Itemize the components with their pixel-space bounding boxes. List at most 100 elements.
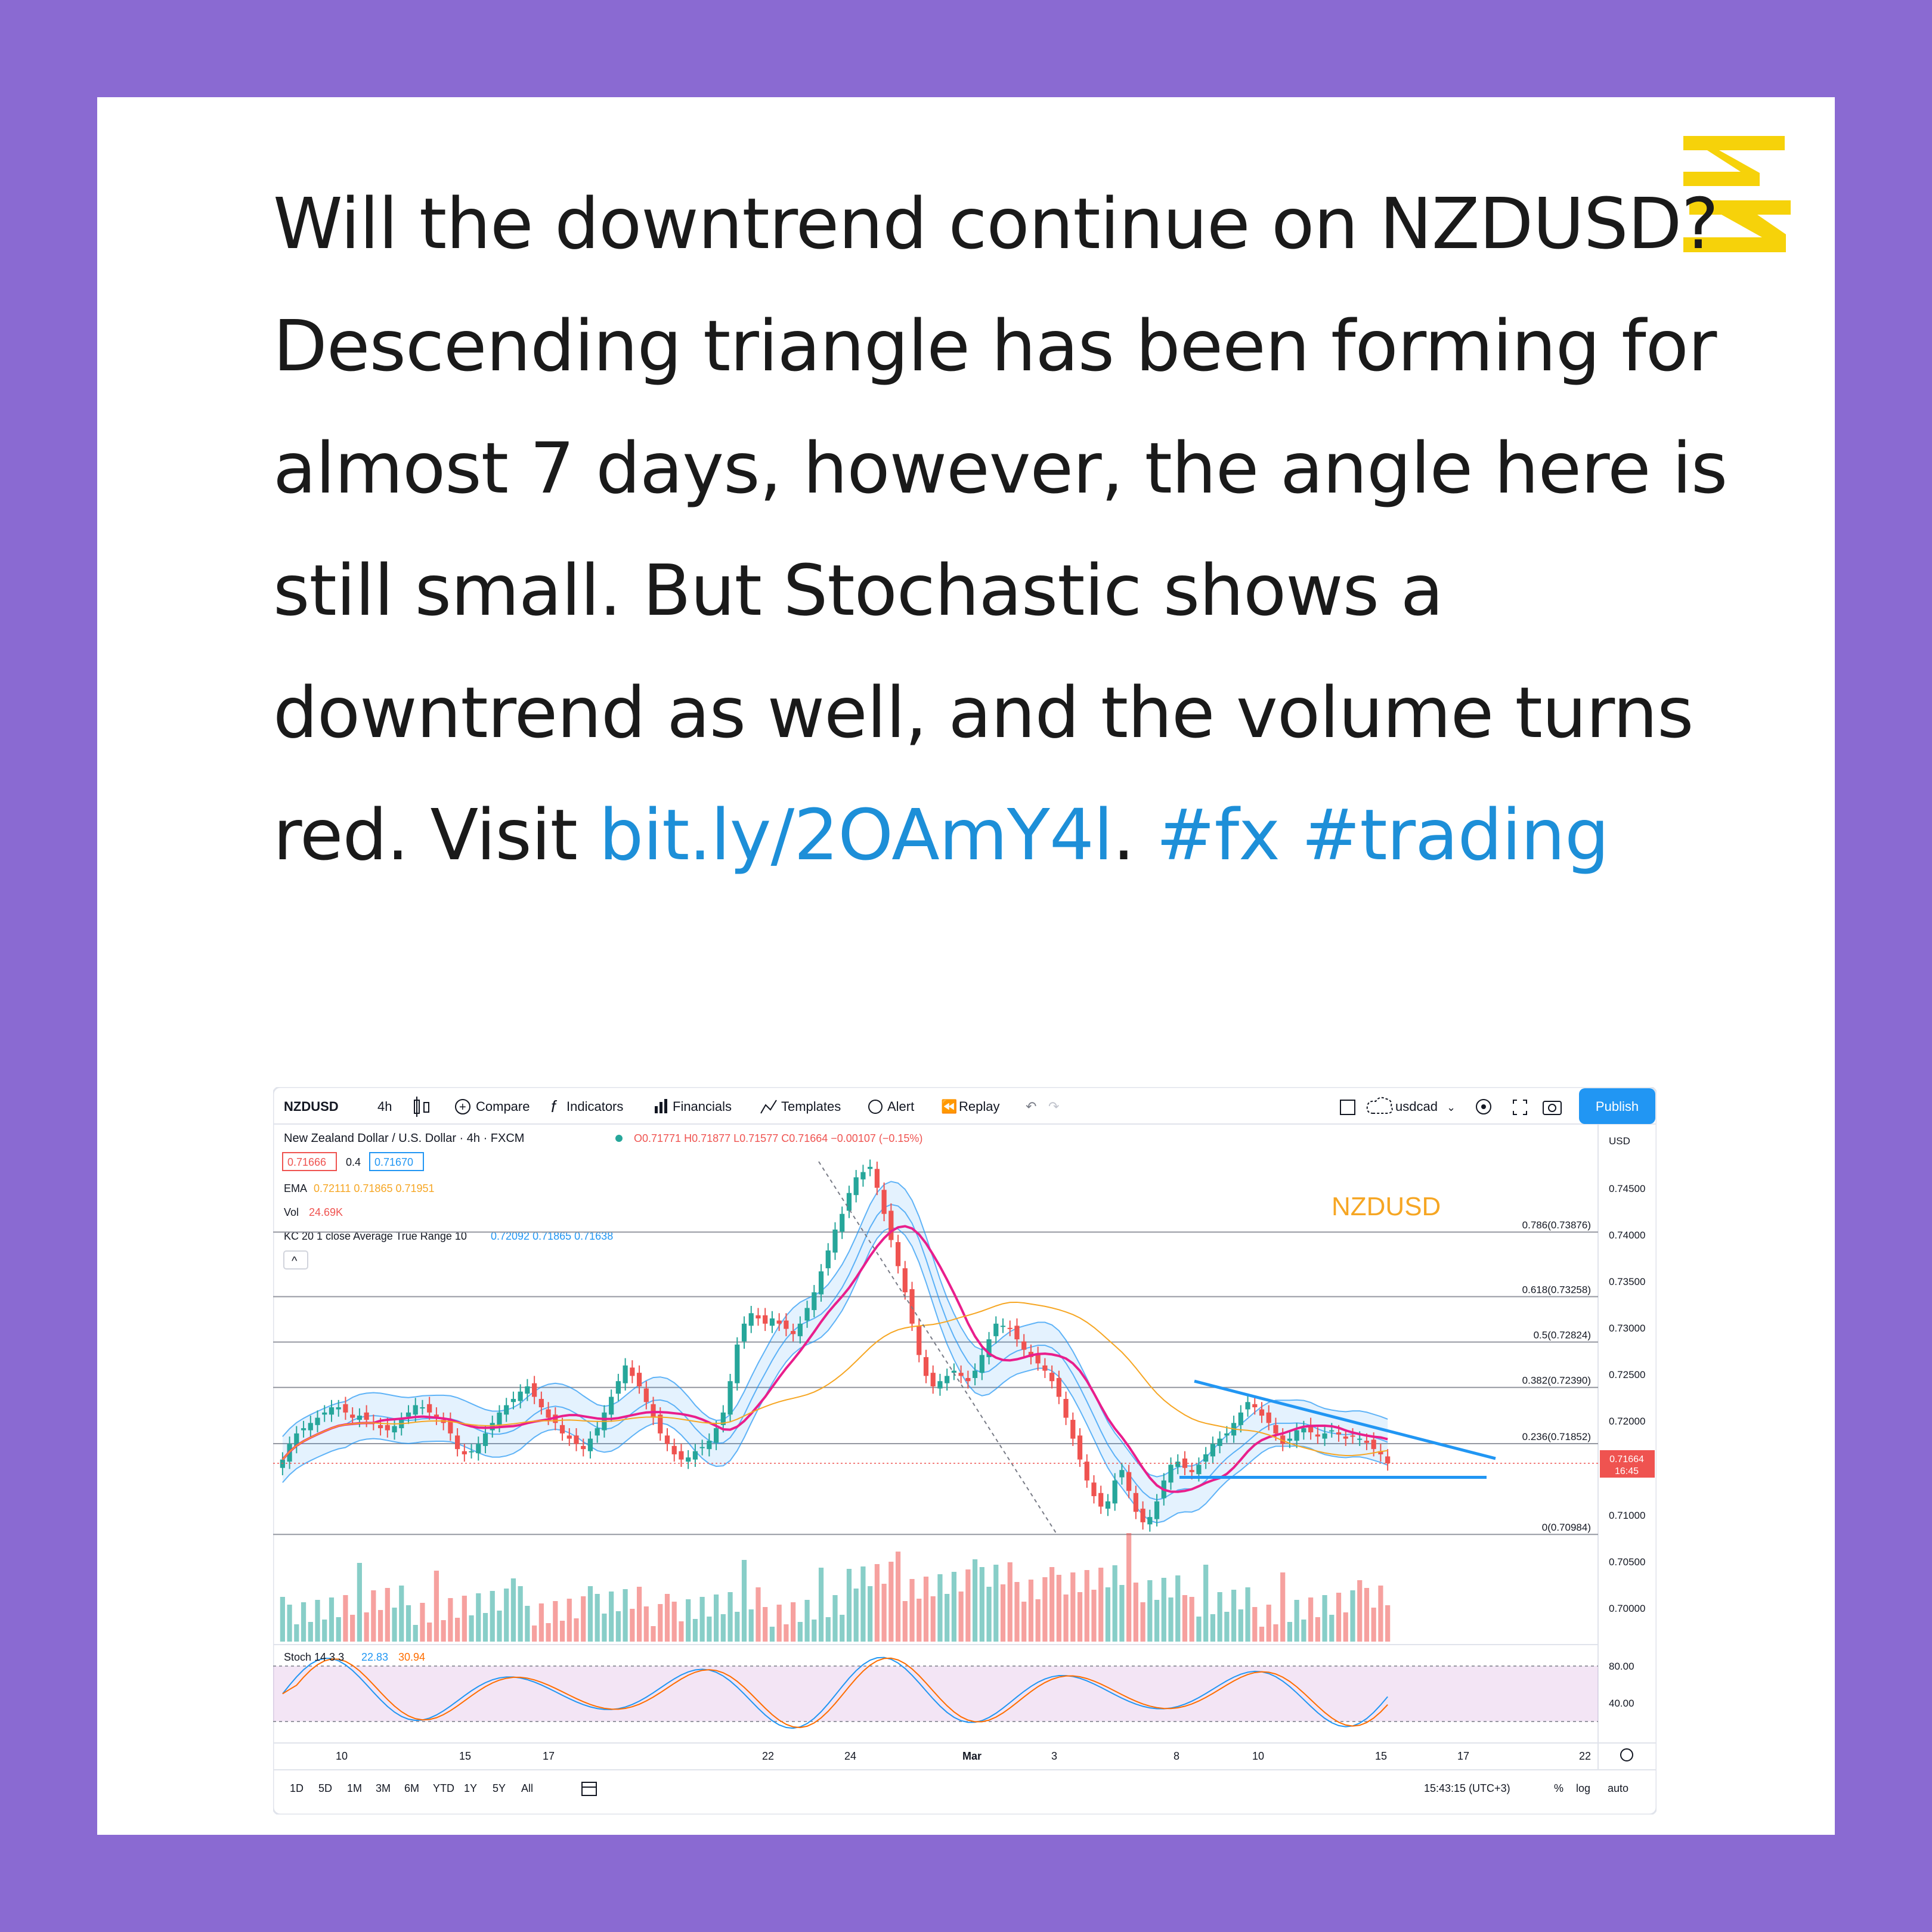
- range-button[interactable]: 1D: [290, 1782, 304, 1794]
- chevron-up-icon[interactable]: ^: [292, 1255, 298, 1268]
- range-button[interactable]: 5D: [318, 1782, 332, 1794]
- volume-bar: [482, 1613, 488, 1642]
- candle: [1147, 1517, 1153, 1525]
- templates-icon: [760, 1100, 777, 1114]
- financials-button[interactable]: Financials: [673, 1099, 732, 1114]
- range-button[interactable]: 1Y: [464, 1782, 477, 1794]
- range-button[interactable]: All: [521, 1782, 533, 1794]
- volume-bars: [280, 1533, 1391, 1642]
- volume-bar: [699, 1597, 705, 1642]
- volume-bar: [923, 1577, 929, 1642]
- vol-label: Vol: [284, 1206, 299, 1218]
- publish-button[interactable]: Publish: [1596, 1099, 1639, 1114]
- indicators-button[interactable]: Indicators: [566, 1099, 623, 1114]
- gear-icon[interactable]: [1476, 1099, 1491, 1114]
- range-button[interactable]: 6M: [404, 1782, 419, 1794]
- candle: [357, 1416, 362, 1420]
- range-button[interactable]: 1M: [347, 1782, 362, 1794]
- indicators-icon: f: [551, 1097, 558, 1116]
- volume-bar: [1063, 1594, 1069, 1642]
- candle: [986, 1339, 992, 1357]
- volume-bar: [1266, 1605, 1271, 1642]
- candle: [566, 1435, 572, 1439]
- camera-icon[interactable]: [1543, 1101, 1562, 1115]
- bid-price[interactable]: 0.71666: [287, 1156, 326, 1168]
- candle: [1266, 1412, 1271, 1423]
- undo-icon[interactable]: ↶: [1026, 1099, 1036, 1114]
- hashtag-fx[interactable]: #fx: [1156, 794, 1280, 876]
- candle: [756, 1315, 761, 1319]
- volume-bar: [902, 1601, 908, 1642]
- goto-date-icon[interactable]: [581, 1782, 597, 1796]
- interval-button[interactable]: 4h: [377, 1099, 392, 1114]
- candle: [888, 1210, 894, 1240]
- candle: [587, 1438, 593, 1451]
- fib-anchor-line: [818, 1161, 1058, 1535]
- volume-bar: [797, 1622, 803, 1642]
- auto-toggle[interactable]: auto: [1608, 1782, 1628, 1794]
- price-axis[interactable]: 0.74500 0.74000 0.73500 0.73000 0.72500 0.720…: [1609, 1183, 1645, 1614]
- volume-bar: [518, 1586, 523, 1642]
- descending-trendline: [1194, 1379, 1496, 1460]
- candle: [818, 1271, 824, 1295]
- hashtag-trading[interactable]: #trading: [1301, 794, 1609, 876]
- volume-bar: [1035, 1599, 1041, 1642]
- candle-type-icon[interactable]: [414, 1097, 429, 1117]
- trendlines[interactable]: [818, 1161, 1496, 1535]
- post-link[interactable]: bit.ly/2OAmY4l: [599, 794, 1113, 876]
- volume-bar: [1000, 1584, 1006, 1642]
- log-toggle[interactable]: log: [1576, 1782, 1590, 1794]
- fib-label: 0.382(0.72390): [1522, 1375, 1591, 1386]
- candle: [776, 1320, 782, 1324]
- range-button[interactable]: YTD: [433, 1782, 454, 1794]
- volume-bar: [937, 1574, 943, 1642]
- volume-bar: [546, 1623, 551, 1642]
- candle: [930, 1373, 936, 1386]
- candle: [1000, 1326, 1006, 1327]
- candle: [315, 1417, 320, 1425]
- redo-icon[interactable]: ↷: [1048, 1099, 1059, 1114]
- alert-button[interactable]: Alert: [887, 1099, 914, 1114]
- clock[interactable]: 15:43:15 (UTC+3): [1424, 1782, 1510, 1794]
- candle: [860, 1172, 866, 1179]
- candle: [364, 1412, 369, 1420]
- time-axis[interactable]: 1015172224Mar381015172224: [336, 1750, 1657, 1762]
- candle: [651, 1404, 656, 1418]
- compare-button[interactable]: Compare: [476, 1099, 530, 1114]
- ask-price[interactable]: 0.71670: [374, 1156, 413, 1168]
- currency-label[interactable]: USD: [1609, 1135, 1630, 1147]
- chevron-down-icon[interactable]: ⌄: [1447, 1101, 1456, 1113]
- candle: [1063, 1399, 1069, 1418]
- fib-label: 0.236(0.71852): [1522, 1431, 1591, 1442]
- templates-button[interactable]: Templates: [781, 1099, 841, 1114]
- collapse-legend-button[interactable]: [283, 1250, 308, 1270]
- candle: [1154, 1501, 1160, 1519]
- select-layout-icon[interactable]: [1340, 1100, 1355, 1115]
- replay-button[interactable]: Replay: [959, 1099, 999, 1114]
- volume-bar: [707, 1617, 712, 1642]
- publish-button-bg[interactable]: [1579, 1088, 1655, 1124]
- stochastic-pane: Stoch 14 3 3 22.83 30.94 80.00 40.00: [273, 1651, 1634, 1729]
- layout-name[interactable]: usdcad: [1395, 1099, 1438, 1114]
- percent-toggle[interactable]: %: [1554, 1782, 1563, 1794]
- symbol-search[interactable]: NZDUSD: [284, 1099, 339, 1114]
- candle: [840, 1213, 845, 1232]
- volume-bar: [1210, 1614, 1216, 1642]
- candle: [1322, 1433, 1327, 1439]
- fullscreen-icon[interactable]: [1513, 1100, 1527, 1115]
- volume-bar: [917, 1599, 922, 1642]
- candle: [1238, 1412, 1243, 1425]
- volume-bar: [1028, 1580, 1034, 1642]
- axis-settings-gear-icon[interactable]: [1620, 1748, 1633, 1761]
- volume-bar: [1273, 1624, 1278, 1642]
- candle: [868, 1166, 873, 1169]
- range-button[interactable]: 5Y: [493, 1782, 506, 1794]
- volume-bar: [1343, 1612, 1348, 1642]
- range-button[interactable]: 3M: [376, 1782, 391, 1794]
- volume-bar: [1189, 1597, 1194, 1642]
- volume-bar: [945, 1594, 950, 1642]
- volume-bar: [1147, 1580, 1153, 1642]
- volume-bar: [532, 1626, 537, 1642]
- ema-label: EMA: [284, 1182, 307, 1194]
